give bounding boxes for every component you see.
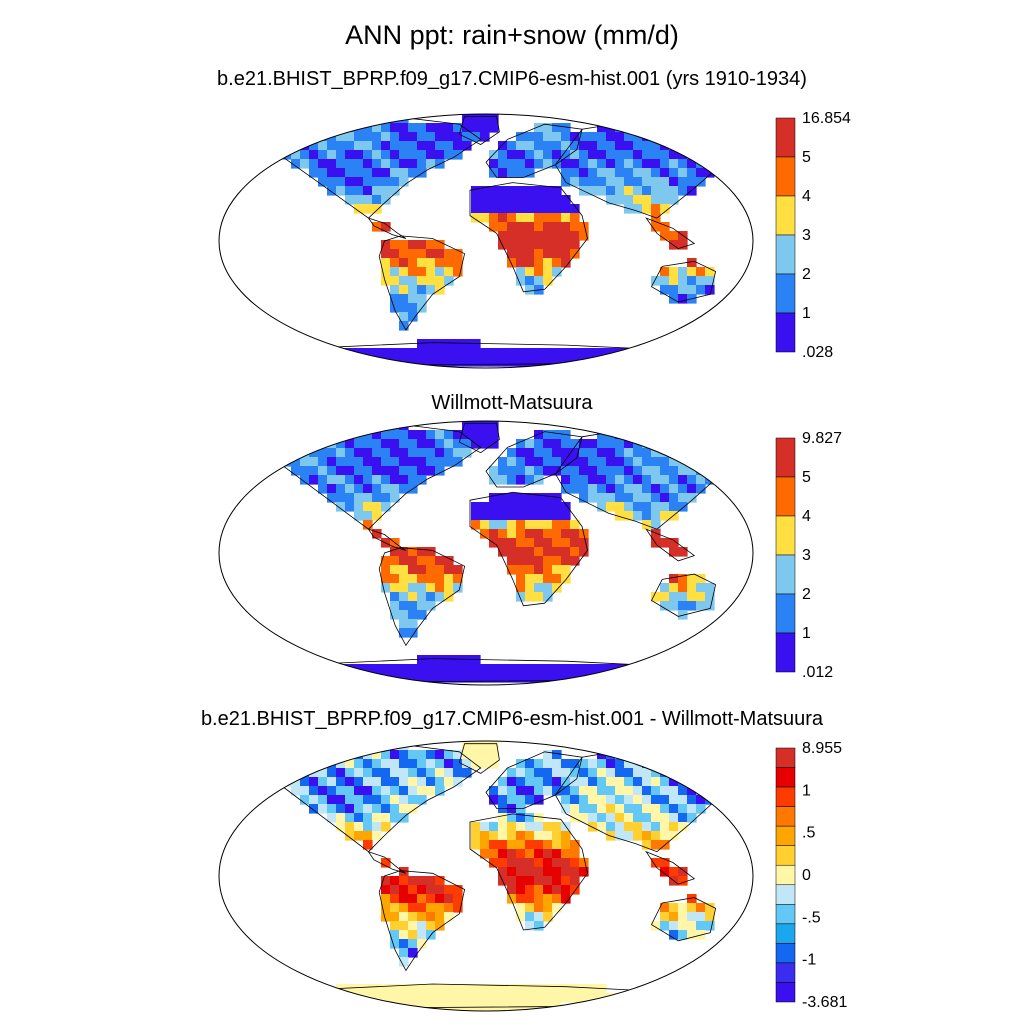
- colorbar-label: 3: [802, 227, 811, 244]
- colorbar-label: 1: [802, 305, 811, 322]
- colorbar-label: 9.827: [802, 430, 842, 447]
- colorbar-box: [775, 156, 796, 197]
- colorbar-box: [775, 195, 796, 236]
- map-border: [218, 113, 754, 369]
- colorbar-label: 0: [802, 867, 811, 884]
- map-border: [218, 420, 754, 686]
- colorbar-label: 4: [802, 508, 811, 525]
- colorbar-box: [775, 845, 796, 866]
- colorbar-box: [775, 437, 796, 478]
- colorbar-box: [775, 982, 796, 1003]
- colorbar-label: 1: [802, 782, 811, 799]
- map-panel-3: 8.955 1 .5 0 -.5 -1 -3.681: [218, 740, 847, 1012]
- colorbar-label: -.5: [802, 909, 821, 926]
- precip-cells: [273, 421, 742, 683]
- colorbar-label: 5: [802, 149, 811, 166]
- panel-1-title: b.e21.BHIST_BPRP.f09_g17.CMIP6-esm-hist.…: [217, 68, 807, 90]
- panel-3-title: b.e21.BHIST_BPRP.f09_g17.CMIP6-esm-hist.…: [200, 708, 824, 730]
- colorbar-label: 8.955: [802, 740, 842, 757]
- colorbar-box: [775, 632, 796, 673]
- panel-2-title: Willmott-Matsuura: [431, 392, 593, 414]
- colorbar-label: .028: [802, 344, 833, 361]
- colorbar-box: [775, 923, 796, 944]
- colorbar-box: [775, 767, 796, 788]
- colorbar-box: [775, 117, 796, 158]
- colorbar-label: 2: [802, 586, 811, 603]
- colorbar-box: [775, 312, 796, 353]
- map-panel-2: 9.827 5 4 3 2 1 .012: [218, 420, 842, 686]
- colorbar-label: .012: [802, 664, 833, 681]
- colorbar-box: [775, 593, 796, 634]
- colorbar-box: [775, 904, 796, 925]
- colorbar-label: 3: [802, 547, 811, 564]
- colorbar-box: [775, 747, 796, 768]
- colorbar-label: 1: [802, 625, 811, 642]
- colorbar-label: 16.854: [802, 110, 851, 127]
- colorbar-box: [775, 825, 796, 846]
- colorbar-label: -3.681: [802, 994, 847, 1011]
- colorbar-label: -1: [802, 952, 816, 969]
- colorbar-box: [775, 962, 796, 983]
- colorbar-box: [775, 554, 796, 595]
- map-border: [218, 740, 754, 1012]
- colorbar-box: [775, 806, 796, 827]
- colorbar-label: 2: [802, 266, 811, 283]
- precip-cells: [273, 114, 742, 367]
- precip-cells: [273, 741, 742, 1011]
- colorbar-box: [775, 884, 796, 905]
- colorbar-2: 9.827 5 4 3 2 1 .012: [775, 430, 842, 681]
- colorbar-3: 8.955 1 .5 0 -.5 -1 -3.681: [775, 740, 847, 1011]
- colorbar-label: .5: [802, 825, 815, 842]
- colorbar-box: [775, 234, 796, 275]
- colorbar-box: [775, 864, 796, 886]
- colorbar-box: [775, 273, 796, 314]
- colorbar-label: 4: [802, 188, 811, 205]
- colorbar-label: 5: [802, 469, 811, 486]
- colorbar-box: [775, 515, 796, 556]
- figure-title: ANN ppt: rain+snow (mm/d): [345, 20, 679, 50]
- colorbar-1: 16.854 5 4 3 2 1 .028: [775, 110, 851, 361]
- colorbar-box: [775, 943, 796, 964]
- map-panel-1: 16.854 5 4 3 2 1 .028: [218, 110, 851, 369]
- colorbar-box: [775, 786, 796, 807]
- colorbar-box: [775, 476, 796, 517]
